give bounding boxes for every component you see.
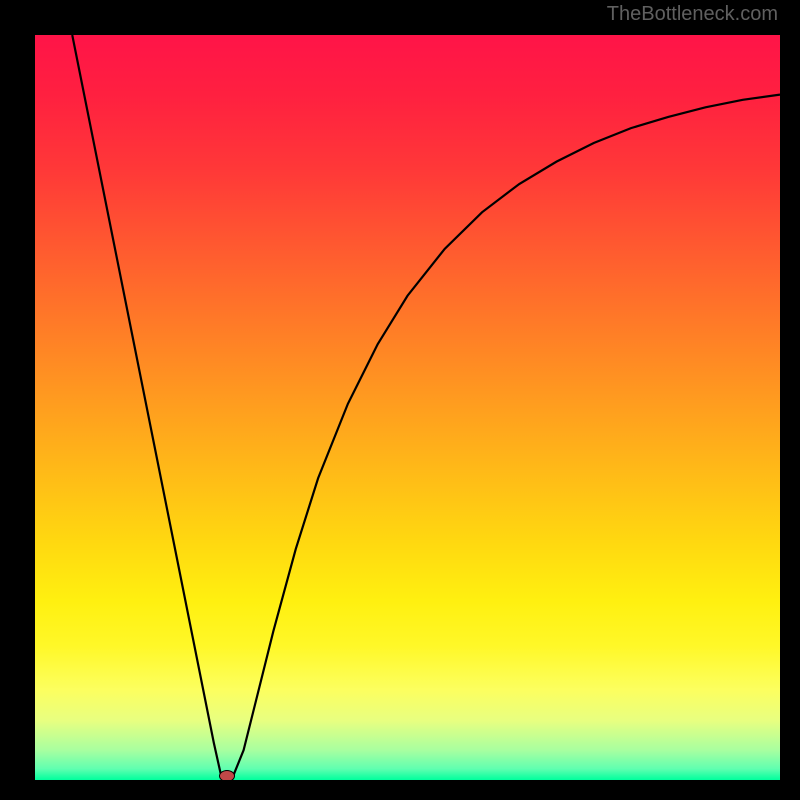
plot-area: [35, 35, 780, 780]
curve-path: [72, 35, 780, 780]
source-watermark: TheBottleneck.com: [607, 3, 778, 26]
bottleneck-curve: [35, 35, 780, 780]
optimal-point-marker: [219, 770, 235, 780]
